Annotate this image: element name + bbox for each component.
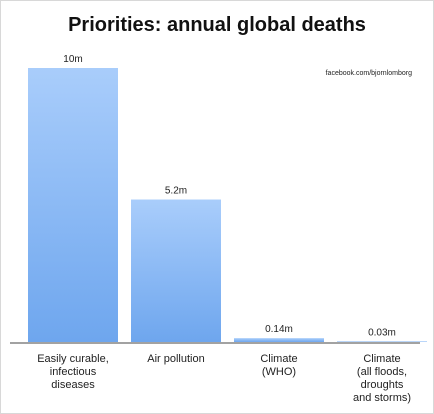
category-label-3: Climate (all floods, droughts and storms) <box>353 353 411 404</box>
bar-3 <box>337 341 427 342</box>
bar-2 <box>234 338 324 342</box>
category-label-2: Climate (WHO) <box>260 353 297 378</box>
bar-0 <box>28 68 118 342</box>
category-label-1: Air pollution <box>147 353 204 365</box>
value-label-0: 10m <box>63 54 82 65</box>
chart-title: Priorities: annual global deaths <box>68 14 366 36</box>
value-label-3: 0.03m <box>368 327 396 338</box>
bar-1 <box>131 199 221 342</box>
source-credit: facebook.com/bjornlomborg <box>325 70 412 77</box>
value-label-1: 5.2m <box>165 186 187 197</box>
category-label-0: Easily curable, infectious diseases <box>37 353 109 391</box>
value-label-2: 0.14m <box>265 324 293 335</box>
